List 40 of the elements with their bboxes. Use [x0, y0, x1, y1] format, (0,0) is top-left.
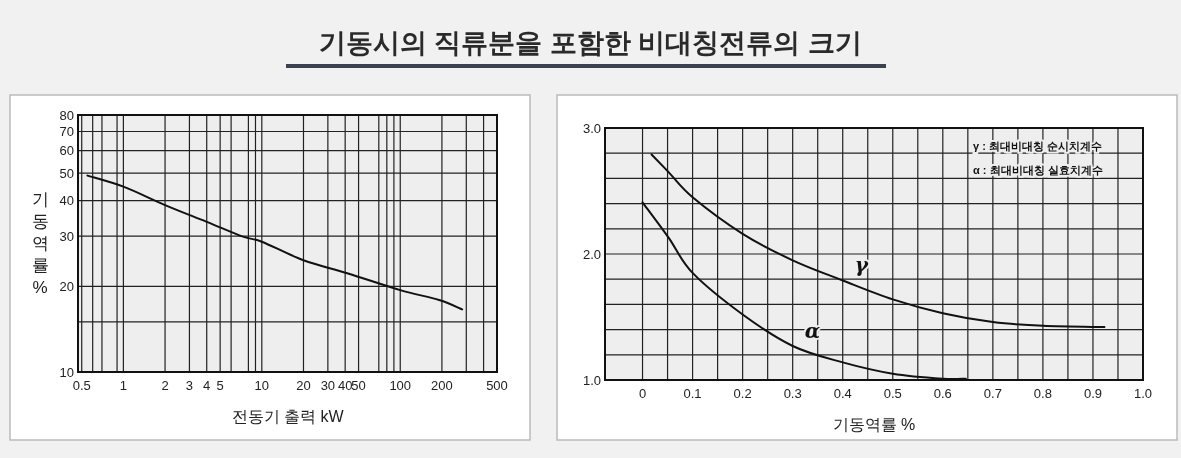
x-tick-label: 0.4 — [833, 386, 852, 401]
x-tick-label: 0 — [638, 386, 647, 401]
x-tick-label: 10 — [254, 378, 270, 393]
x-tick-label: 500 — [486, 378, 508, 393]
x-tick-label: 0.8 — [1033, 386, 1052, 401]
x-axis-title: 전동기 출력 kW — [231, 408, 345, 425]
x-tick-label: 50 — [351, 378, 366, 393]
y-tick-label: 3.0 — [582, 120, 601, 136]
x-tick-label: 20 — [296, 378, 311, 393]
y-tick-label: 70 — [59, 124, 74, 139]
y-tick-label: 40 — [59, 193, 74, 209]
line-series — [650, 153, 1106, 329]
x-tick-label: 30 — [320, 378, 336, 393]
y-tick-label: 30 — [59, 228, 74, 244]
y-tick-label: 60 — [59, 143, 74, 159]
x-tick-label: 2 — [161, 378, 169, 393]
x-tick-label: 1.0 — [1133, 386, 1153, 401]
x-tick-label: 200 — [431, 378, 453, 393]
x-tick-label: 0.5 — [883, 386, 902, 401]
x-tick-label: 40 — [337, 378, 353, 393]
y-tick-label: 50 — [59, 165, 74, 181]
x-tick-label: 0.7 — [983, 386, 1002, 401]
x-tick-label: 0.9 — [1083, 386, 1102, 401]
x-tick-label: 0.6 — [933, 386, 952, 401]
x-tick-label: 3 — [185, 378, 194, 393]
x-tick-label: 4 — [203, 378, 211, 393]
x-tick-label: 1 — [119, 378, 128, 393]
y-axis-title: 기동역률 % — [31, 189, 49, 297]
x-tick-label: 0.5 — [72, 378, 91, 393]
x-tick-label: 0.1 — [683, 386, 702, 401]
x-tick-label: 0.2 — [733, 386, 752, 401]
x-axis-title: 기동역률 % — [832, 416, 916, 433]
y-tick-label: 2.0 — [582, 246, 601, 262]
y-tick-label: 20 — [59, 278, 74, 294]
y-tick-label: 80 — [59, 107, 74, 123]
x-tick-label: 0.3 — [783, 386, 802, 401]
x-tick-label: 100 — [389, 378, 412, 393]
text: 기동시의 직류분을 포함한 비대칭전류의 크기 — [318, 28, 863, 58]
y-tick-label: 10 — [59, 364, 74, 380]
x-tick-label: 5 — [216, 378, 224, 393]
